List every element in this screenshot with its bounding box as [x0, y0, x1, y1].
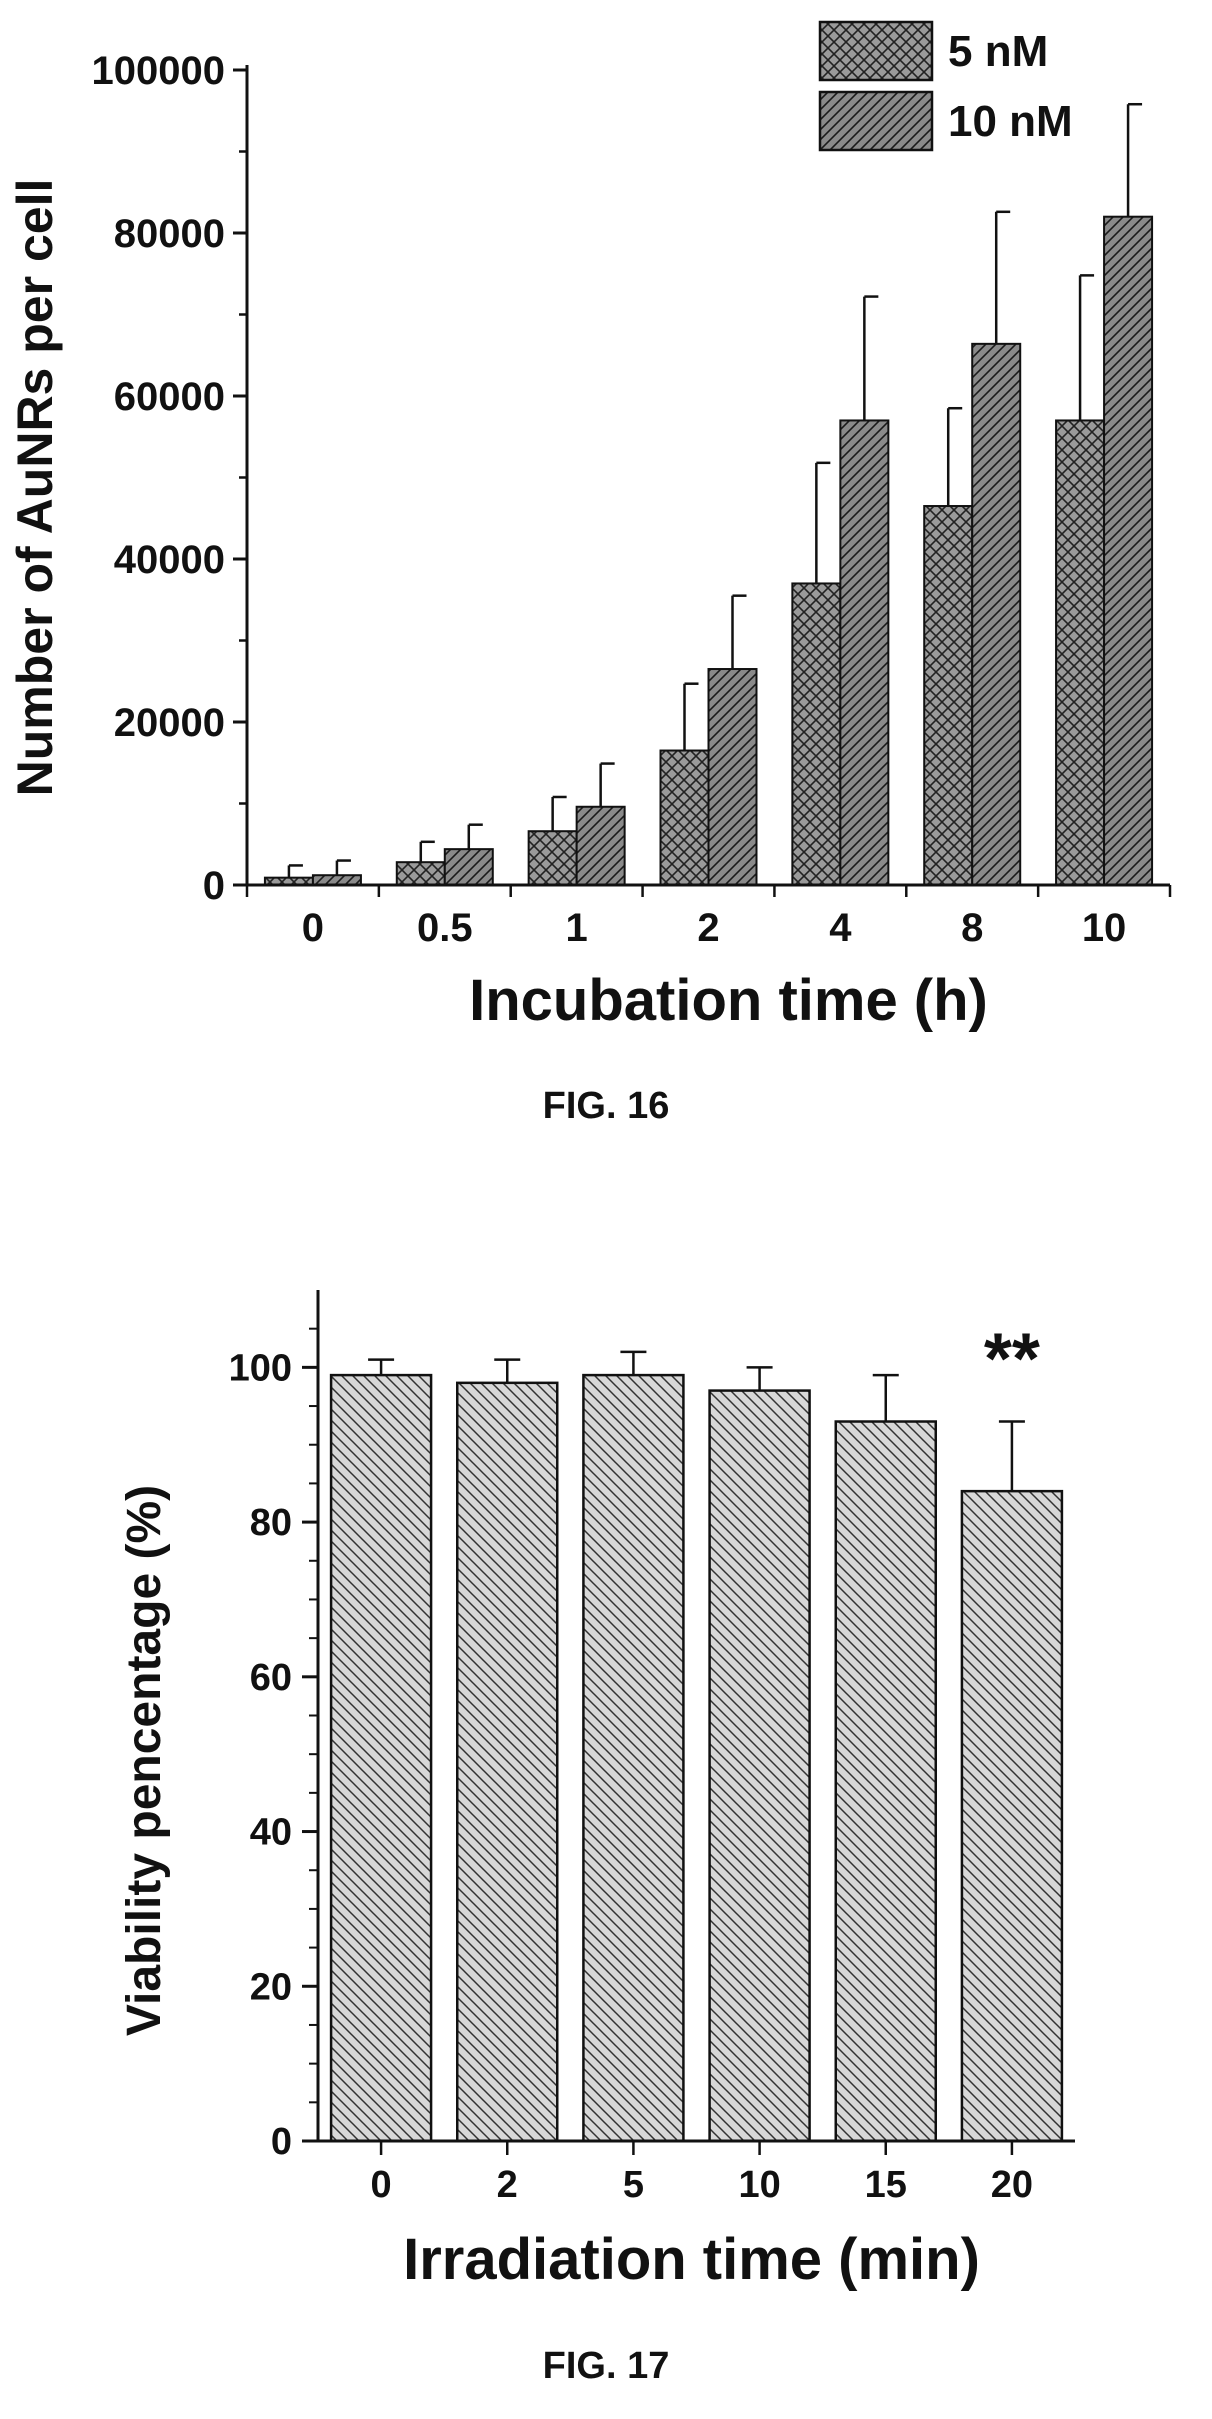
figure-caption-16: FIG. 16 [542, 1085, 670, 1127]
x-tick-label: 0 [371, 2164, 392, 2206]
bar-0 [329, 1373, 433, 2143]
chart-incubation: 0 20000 40000 60000 80000 100000 0 0.5 1 2 4 8 10 Inc… [7, 20, 1172, 1033]
x-tick-label: 0.5 [417, 906, 473, 950]
bar-10nm-1 [575, 805, 626, 887]
bar-5nm-2 [659, 749, 710, 887]
x-tick-label: 20 [991, 2164, 1033, 2206]
y-tick-label: 80 [250, 1502, 292, 1544]
y-tick-label: 0 [271, 2121, 292, 2163]
bar-10nm-10 [1103, 215, 1154, 886]
bar-10 [708, 1389, 811, 2143]
chart-irradiation: 0 20 40 60 80 100 0 2 5 10 15 20 ** Irradiation time … [118, 1290, 1075, 2292]
x-tick-label: 15 [865, 2164, 907, 2206]
x-tick-label: 2 [697, 906, 719, 950]
x-tick-label: 8 [961, 906, 983, 950]
y-tick-label: 60 [250, 1657, 292, 1699]
x-axis-label: Irradiation time (min) [403, 2227, 980, 2292]
figure-caption-17: FIG. 17 [542, 2345, 670, 2387]
bar-10nm-2 [707, 668, 758, 887]
y-tick-label: 20000 [114, 701, 225, 745]
y-axis-label: Number of AuNRs per cell [7, 179, 63, 797]
legend-swatch [818, 90, 934, 152]
y-tick-label: 40000 [114, 538, 225, 582]
y-tick-label: 80000 [114, 212, 225, 256]
bar-5nm-0.5 [395, 861, 446, 886]
bar-5nm-1 [527, 830, 578, 887]
x-tick-label: 5 [623, 2164, 644, 2206]
legend-label: 5 nM [948, 27, 1048, 76]
legend-swatch [818, 20, 934, 82]
y-tick-label: 100 [229, 1347, 292, 1389]
bar-10nm-0.5 [443, 848, 494, 887]
bar-10nm-8 [971, 342, 1022, 886]
bar-5 [582, 1373, 685, 2143]
x-tick-label: 10 [1082, 906, 1127, 950]
bar-10nm-4 [839, 419, 890, 886]
x-tick-label: 4 [829, 906, 852, 950]
x-tick-label: 10 [738, 2164, 780, 2206]
y-tick-label: 20 [250, 1966, 292, 2008]
bar-2 [456, 1381, 559, 2143]
y-axis-label: Viability pencentage (%) [118, 1485, 171, 2036]
y-tick-label: 40 [250, 1812, 292, 1854]
y-tick-label: 60000 [114, 375, 225, 419]
x-tick-label: 2 [497, 2164, 518, 2206]
bar-5nm-4 [791, 582, 842, 886]
x-tick-label: 0 [302, 906, 324, 950]
significance-annotation: ** [984, 1320, 1040, 1400]
bar-20 [960, 1489, 1064, 2143]
legend-label: 10 nM [948, 97, 1073, 146]
y-tick-label: 0 [203, 864, 225, 908]
bar-5nm-8 [923, 505, 974, 886]
x-tick-label: 1 [566, 906, 588, 950]
x-axis-label: Incubation time (h) [469, 968, 988, 1033]
bar-5nm-10 [1055, 419, 1106, 886]
bar-15 [834, 1420, 937, 2143]
y-tick-label: 100000 [92, 49, 225, 93]
